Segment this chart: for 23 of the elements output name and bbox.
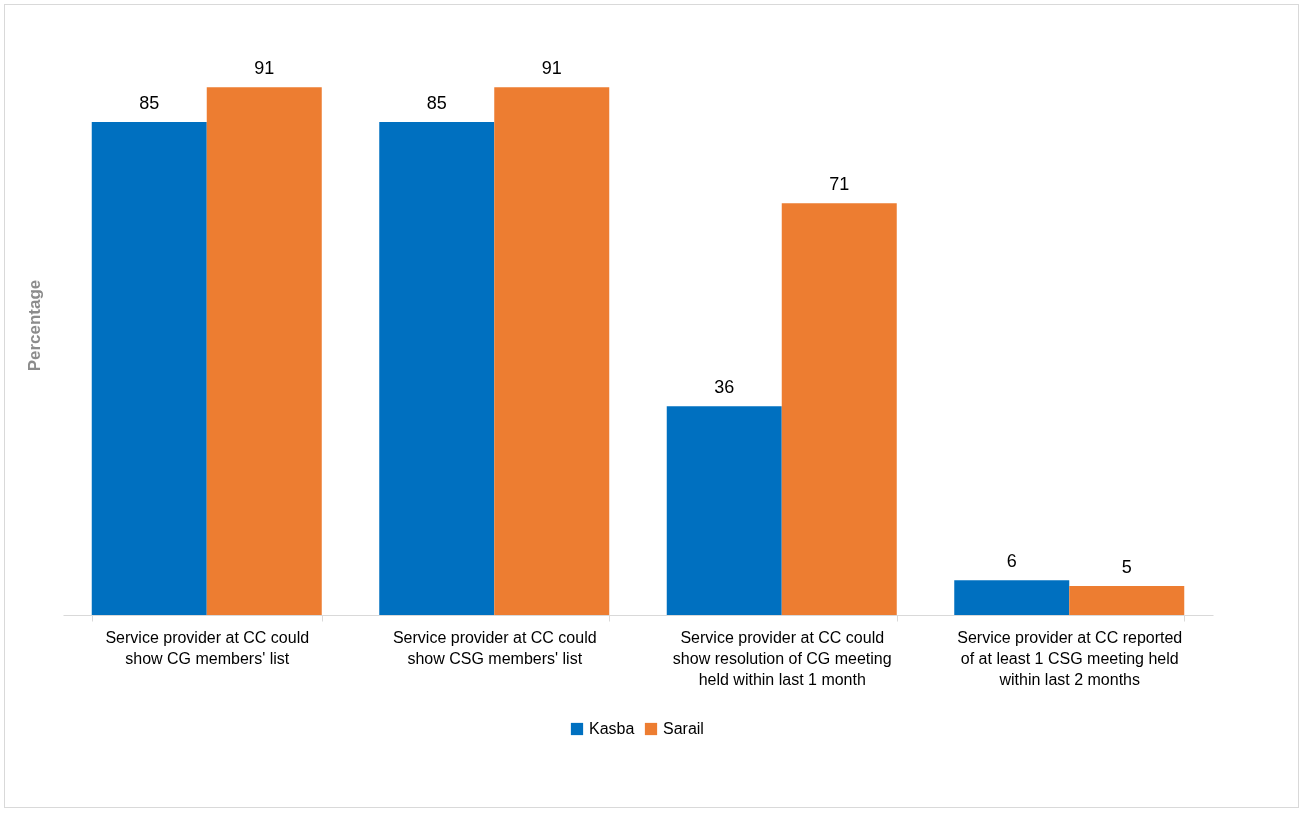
data-label: 91 <box>254 58 275 79</box>
data-label: 6 <box>1006 551 1017 572</box>
data-label: 36 <box>714 377 735 398</box>
x-tick-label: Service provider at CC reported of at least 1 CSG meeting held within last 2 months <box>957 628 1183 688</box>
data-label: 85 <box>139 93 160 113</box>
legend-label: Kasba <box>589 720 635 737</box>
data-label: 91 <box>541 58 562 79</box>
bar <box>206 87 322 615</box>
bar <box>1069 586 1185 615</box>
x-tick-label: Service provider at CC could show CG members' list <box>105 628 310 667</box>
data-label: 5 <box>1121 557 1132 577</box>
legend-label: Sarail <box>663 720 704 737</box>
y-axis-title: Percentage <box>24 279 44 372</box>
bar <box>666 406 782 615</box>
bar <box>91 122 207 615</box>
x-tick-label: Service provider at CC could show CSG members' list <box>392 628 597 667</box>
x-tick-label: Service provider at CC could show resolution of CG meeting held within last 1 month <box>672 628 892 688</box>
data-label: 85 <box>426 93 447 113</box>
bar <box>781 203 897 615</box>
data-label: 71 <box>829 174 850 195</box>
bar <box>494 87 610 615</box>
bar <box>379 122 495 615</box>
bar <box>954 580 1070 615</box>
